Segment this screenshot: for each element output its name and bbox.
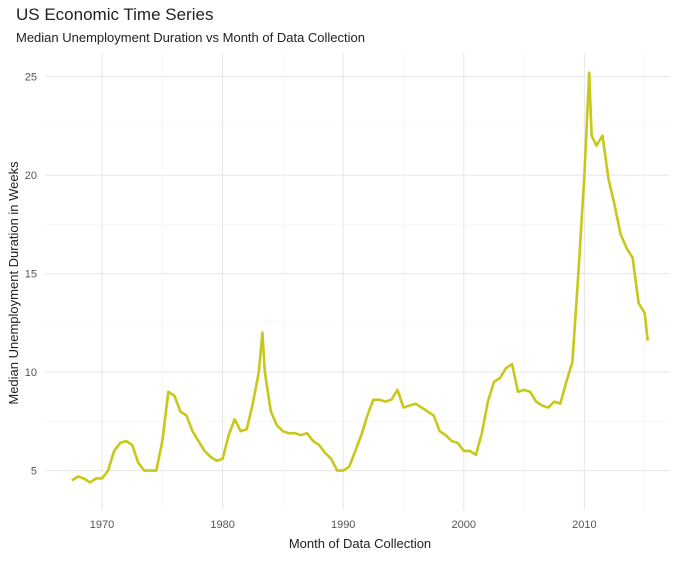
x-axis-label: Month of Data Collection [289,536,431,551]
y-axis-label: Median Unemployment Duration in Weeks [6,161,21,405]
y-tick-label: 15 [25,269,37,281]
x-tick-label: 1970 [90,519,114,531]
y-tick-label: 10 [25,367,37,379]
x-tick-label: 1980 [210,519,234,531]
y-tick-label: 5 [31,466,37,478]
chart-subtitle: Median Unemployment Duration vs Month of… [16,30,365,45]
y-tick-label: 20 [25,170,37,182]
x-tick-label: 2010 [572,519,596,531]
chart-title: US Economic Time Series [16,5,213,24]
y-tick-label: 25 [25,72,37,84]
line [71,71,649,484]
x-tick-label: 1990 [331,519,355,531]
x-tick-label: 2000 [452,519,476,531]
